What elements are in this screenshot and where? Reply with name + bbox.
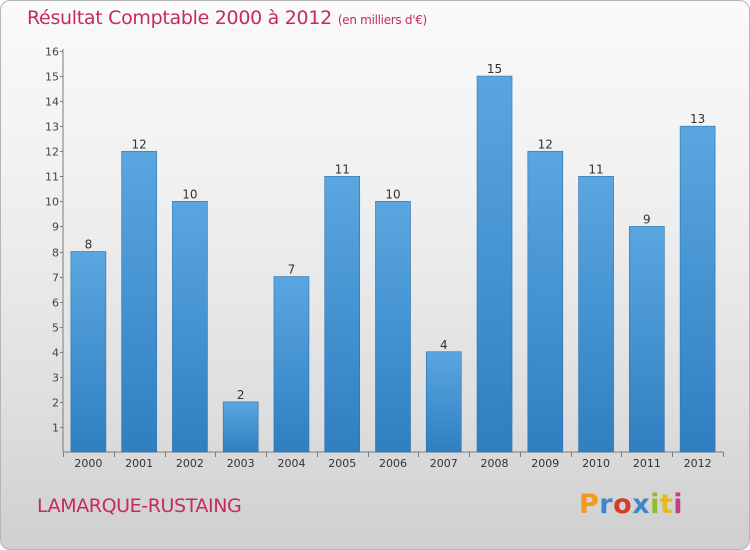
y-tick-label: 3 <box>52 372 59 385</box>
logo-letter: i <box>673 489 684 520</box>
bar <box>578 176 614 453</box>
bar <box>375 201 411 453</box>
y-tick-label: 7 <box>52 272 59 285</box>
x-tick-label: 2001 <box>125 457 153 470</box>
x-tick-label: 2009 <box>531 457 559 470</box>
x-tick-label: 2010 <box>582 457 610 470</box>
bar <box>70 251 107 453</box>
logo-letter: x <box>632 489 651 520</box>
x-tick-label: 2008 <box>481 457 509 470</box>
bar <box>121 150 157 453</box>
bar-value-label: 12 <box>538 137 553 151</box>
bar <box>425 351 462 453</box>
y-tick-label: 14 <box>45 96 59 109</box>
x-tick-label: 2006 <box>379 457 407 470</box>
bar-value-label: 13 <box>690 112 705 126</box>
y-tick-label: 2 <box>52 397 59 410</box>
logo-letter: r <box>599 489 614 520</box>
bar-value-label: 4 <box>440 338 448 352</box>
x-tick-label: 2011 <box>633 457 661 470</box>
bar-value-label: 11 <box>335 162 350 176</box>
x-tick-label: 2012 <box>684 457 712 470</box>
x-tick-label: 2004 <box>277 457 305 470</box>
bar-value-label: 9 <box>643 212 651 226</box>
bar <box>527 150 564 453</box>
bar-value-label: 10 <box>182 187 197 201</box>
chart-title: Résultat Comptable 2000 à 2012 (en millie… <box>27 7 427 29</box>
y-tick-label: 1 <box>52 422 59 435</box>
logo-letter: P <box>579 489 600 520</box>
bar <box>273 276 310 453</box>
y-tick-label: 16 <box>45 46 59 59</box>
y-tick-label: 12 <box>45 146 59 159</box>
bar <box>476 75 513 453</box>
bar-value-label: 12 <box>132 137 147 151</box>
y-tick-label: 4 <box>52 347 59 360</box>
x-tick-label: 2000 <box>74 457 102 470</box>
logo-letter: o <box>613 489 633 520</box>
bar-value-label: 11 <box>588 162 603 176</box>
bar-value-label: 7 <box>288 263 296 277</box>
y-tick-label: 8 <box>52 247 59 260</box>
y-tick-label: 13 <box>45 121 59 134</box>
bar <box>222 401 259 453</box>
bar-value-label: 10 <box>385 187 400 201</box>
y-tick-label: 15 <box>45 71 59 84</box>
bars: 8 12 10 2 7 11 10 4 15 12 11 9 13 <box>70 62 716 453</box>
logo-letter: i <box>650 489 660 520</box>
x-tick-label: 2005 <box>328 457 356 470</box>
bar <box>324 176 361 453</box>
x-tick-label: 2003 <box>227 457 255 470</box>
x-tick-label: 2007 <box>430 457 458 470</box>
y-tick-label: 6 <box>52 297 59 310</box>
chart-title-text: Résultat Comptable 2000 à 2012 <box>27 7 332 29</box>
unit-note: (en milliers d'€) <box>337 13 427 27</box>
y-tick-label: 5 <box>52 322 59 335</box>
proxiti-logo: Proxiti <box>579 489 683 520</box>
bar-value-label: 8 <box>85 238 93 252</box>
x-tick-label: 2002 <box>176 457 204 470</box>
y-tick-label: 11 <box>45 171 59 184</box>
commune-name: LAMARQUE-RUSTAING <box>37 495 242 517</box>
bar <box>172 201 208 453</box>
bar <box>679 125 716 453</box>
bar-value-label: 15 <box>487 62 502 76</box>
bar <box>629 226 665 453</box>
bar-value-label: 2 <box>237 388 245 402</box>
logo-letter: t <box>659 489 674 520</box>
y-tick-label: 10 <box>45 196 59 209</box>
y-tick-label: 9 <box>52 221 59 234</box>
